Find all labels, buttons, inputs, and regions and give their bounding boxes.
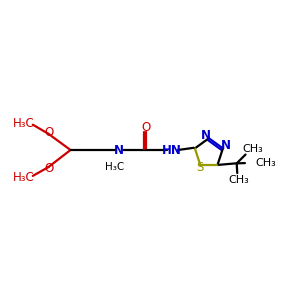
Text: N: N	[221, 139, 231, 152]
Text: O: O	[44, 125, 54, 139]
Text: HN: HN	[162, 143, 182, 157]
Text: H₃C: H₃C	[13, 117, 34, 130]
Text: CH₃: CH₃	[229, 176, 249, 185]
Text: CH₃: CH₃	[242, 144, 263, 154]
Text: N: N	[114, 143, 124, 157]
Text: H₃C: H₃C	[105, 162, 124, 172]
Text: H₃C: H₃C	[13, 171, 34, 184]
Text: O: O	[44, 162, 54, 175]
Text: CH₃: CH₃	[255, 158, 276, 168]
Text: O: O	[141, 121, 150, 134]
Text: S: S	[196, 161, 204, 174]
Text: N: N	[201, 129, 211, 142]
